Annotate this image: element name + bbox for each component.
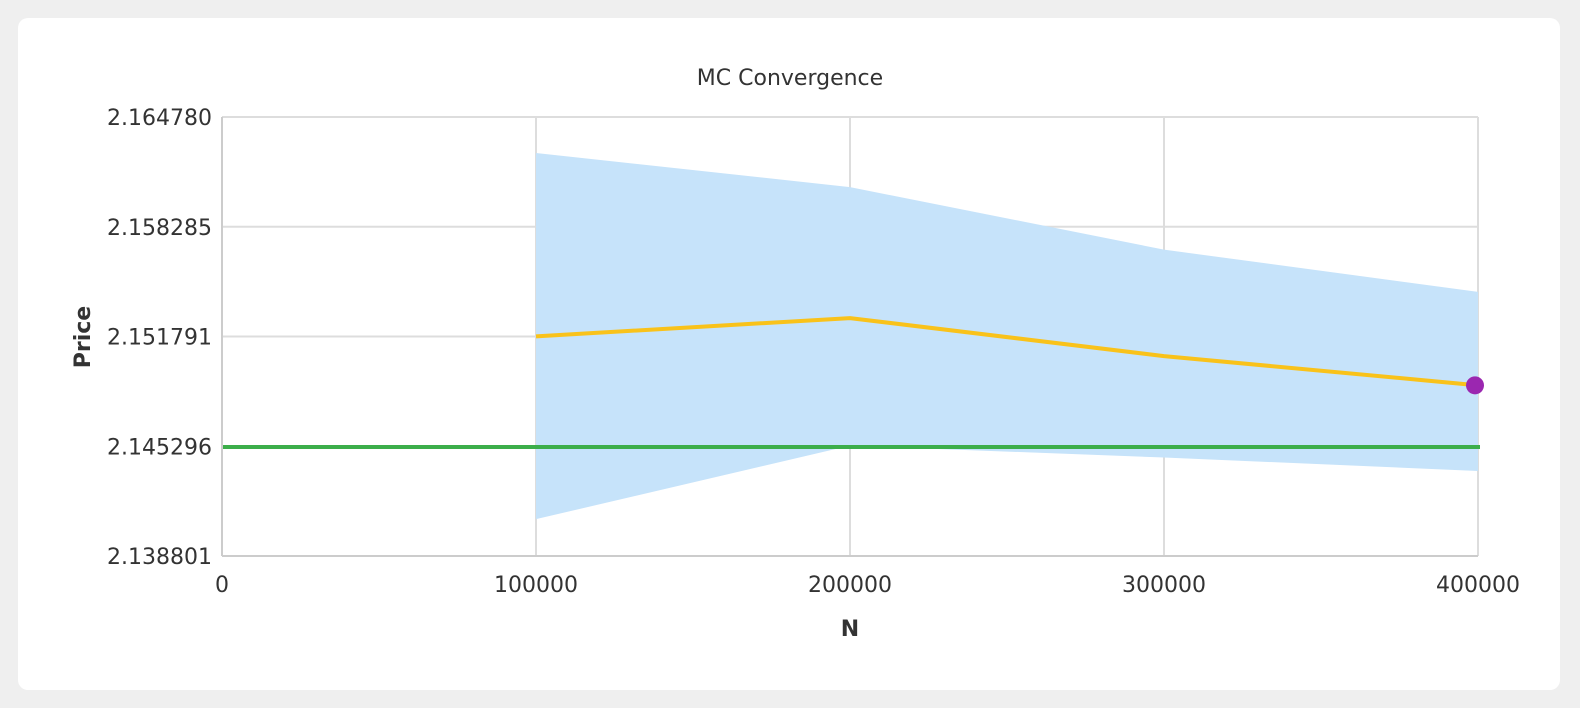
y-tick-label: 2.158285 bbox=[107, 216, 212, 241]
x-tick-label: 200000 bbox=[808, 573, 892, 598]
y-tick-label: 2.151791 bbox=[107, 326, 212, 351]
x-axis-label: N bbox=[841, 617, 859, 642]
chart-title: MC Convergence bbox=[697, 66, 883, 91]
y-axis-label: Price bbox=[71, 306, 96, 368]
x-tick-label: 100000 bbox=[494, 573, 578, 598]
axes: 0 100000 200000 300000 400000 2.164780 2.15828… bbox=[107, 106, 1520, 598]
x-tick-label: 0 bbox=[215, 573, 229, 598]
x-tick-label: 300000 bbox=[1122, 573, 1206, 598]
price-line-layer bbox=[222, 316, 1484, 450]
price-line bbox=[535, 316, 1479, 388]
final-estimate-point bbox=[1466, 376, 1484, 395]
y-tick-label: 2.138801 bbox=[107, 545, 212, 570]
x-tick-label: 400000 bbox=[1436, 573, 1520, 598]
y-tick-label: 2.164780 bbox=[107, 106, 212, 131]
y-tick-label: 2.145296 bbox=[107, 435, 212, 460]
